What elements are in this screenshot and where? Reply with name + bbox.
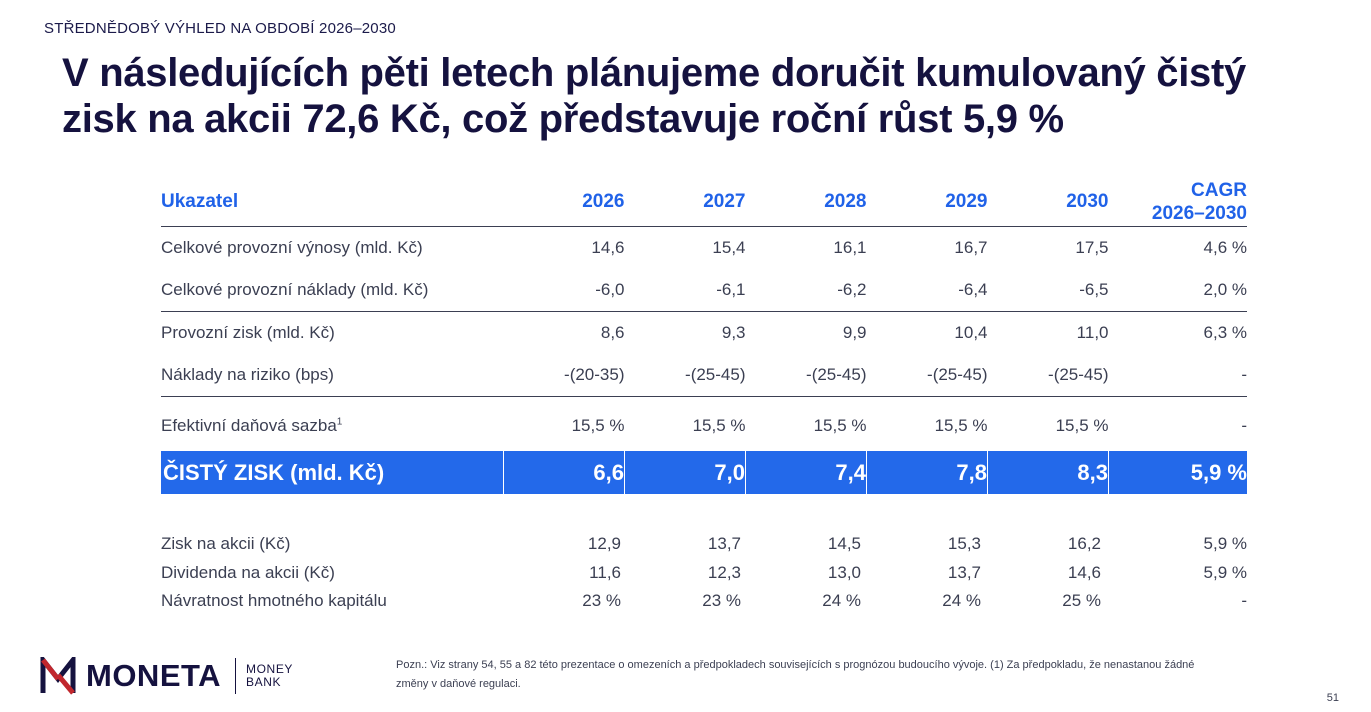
outlook-table: Ukazatel 2026 2027 2028 2029 2030 CAGR 2… [161,178,1247,494]
table-row: Náklady na riziko (bps) -(20-35) -(25-45… [161,354,1247,397]
net-profit-label: ČISTÝ ZISK (mld. Kč) [161,451,504,494]
cell-value: 15,5 % [503,396,625,451]
cell-value: 13,0 [827,562,861,582]
row-label: Celkové provozní výnosy (mld. Kč) [161,238,423,257]
cell-value: 15,4 [712,238,746,257]
header-year-2029: 2029 [866,178,988,227]
header-year-2030: 2030 [987,178,1109,227]
cell-value: -6,5 [1079,280,1109,299]
cell-value: 15,3 [947,534,981,554]
table-row: Provozní zisk (mld. Kč) 8,6 9,3 9,9 10,4… [161,311,1247,354]
logo-subtitle: MONEY BANK [246,663,293,689]
page-number: 51 [1326,692,1339,704]
net-profit-value: 7,4 [745,451,867,494]
cell-value: 12,3 [707,562,741,582]
net-profit-cagr: 5,9 % [1108,451,1247,494]
logo-subtitle-line-2: BANK [246,675,282,689]
page-title-line-2: zisk na akcii 72,6 Kč, což představuje r… [62,97,1064,141]
table-row: Celkové provozní náklady (mld. Kč) -6,0 … [161,269,1247,312]
cell-value: 15,5 % [987,396,1109,451]
moneta-m-icon [40,657,76,695]
cell-value: 23 % [582,591,621,611]
cell-value: -(25-45) [685,365,746,384]
cell-value: 9,9 [745,311,867,354]
cell-value: 15,5 % [624,396,746,451]
cell-value: 8,6 [503,311,625,354]
row-label: Zisk na akcii (Kč) [161,534,291,554]
per-share-table: Zisk na akcii (Kč) 12,9 13,7 14,5 15,3 1… [161,530,1247,616]
header-indicator: Ukazatel [161,178,504,227]
cell-value: 13,7 [947,562,981,582]
cell-value: 17,5 [1075,238,1109,257]
cell-value: 16,1 [833,238,867,257]
cell-value: -(25-45) [1048,365,1109,384]
table-row: Návratnost hmotného kapitálu 23 % 23 % 2… [161,587,1247,616]
footnote-marker: 1 [336,416,343,428]
cell-cagr: - [1241,591,1247,611]
cell-value: 23 % [702,591,741,611]
table-row: Zisk na akcii (Kč) 12,9 13,7 14,5 15,3 1… [161,530,1247,559]
cell-value: 13,7 [707,534,741,554]
net-profit-value: 7,0 [624,451,746,494]
cell-value: 11,0 [987,311,1109,354]
cell-value: 24 % [942,591,981,611]
cell-value: -(20-35) [564,365,625,384]
cell-value: -(25-45) [806,365,867,384]
header-year-2027: 2027 [624,178,746,227]
cell-value: -6,0 [595,280,625,299]
row-label: Návratnost hmotného kapitálu [161,591,387,611]
cell-value: 15,5 % [745,396,867,451]
table-row: Dividenda na akcii (Kč) 11,6 12,3 13,0 1… [161,559,1247,588]
row-label: Efektivní daňová sazba1 [161,396,504,451]
cell-value: 14,6 [1067,562,1101,582]
cell-cagr: 2,0 % [1203,280,1247,299]
table-row: Efektivní daňová sazba1 15,5 % 15,5 % 15… [161,396,1247,451]
net-profit-row: ČISTÝ ZISK (mld. Kč) 6,6 7,0 7,4 7,8 8,3… [161,451,1247,494]
cell-value: 14,6 [591,238,625,257]
cell-value: 16,7 [954,238,988,257]
cell-value: 9,3 [624,311,746,354]
logo-wordmark: MONETA [86,658,222,693]
net-profit-value: 7,8 [866,451,988,494]
cell-cagr: 4,6 % [1203,238,1247,257]
cell-value: 24 % [822,591,861,611]
header-cagr-line-2: 2026–2030 [1151,203,1247,224]
cell-cagr: - [1108,396,1247,451]
cell-cagr: 5,9 % [1203,534,1247,554]
cell-value: -(25-45) [927,365,988,384]
page-title: V následujících pěti letech plánujeme do… [62,50,1322,142]
logo-subtitle-line-1: MONEY [246,662,294,676]
section-label: STŘEDNĚDOBÝ VÝHLED NA OBDOBÍ 2026–2030 [44,20,396,37]
cell-value: 16,2 [1067,534,1101,554]
cell-cagr: - [1241,365,1247,384]
cell-value: -6,2 [837,280,867,299]
cell-cagr: 5,9 % [1203,562,1247,582]
header-cagr: CAGR 2026–2030 [1108,178,1247,227]
cell-value: 10,4 [866,311,988,354]
row-label: Dividenda na akcii (Kč) [161,562,335,582]
row-label: Celkové provozní náklady (mld. Kč) [161,280,429,299]
cell-value: 14,5 [827,534,861,554]
header-cagr-line-1: CAGR [1191,180,1247,201]
cell-value: 11,6 [589,562,621,582]
row-label: Náklady na riziko (bps) [161,365,334,384]
header-year-2026: 2026 [503,178,625,227]
cell-value: -6,1 [716,280,746,299]
footnote: Pozn.: Viz strany 54, 55 a 82 této preze… [396,659,1195,690]
net-profit-value: 6,6 [503,451,625,494]
table-header-row: Ukazatel 2026 2027 2028 2029 2030 CAGR 2… [161,178,1247,227]
cell-cagr: 6,3 % [1108,311,1247,354]
row-label: Provozní zisk (mld. Kč) [161,311,504,354]
cell-value: 12,9 [587,534,621,554]
cell-value: 25 % [1062,591,1101,611]
moneta-logo: MONETA MONEY BANK [40,656,293,696]
table-row: Celkové provozní výnosy (mld. Kč) 14,6 1… [161,227,1247,270]
logo-divider [235,658,237,694]
cell-value: 15,5 % [866,396,988,451]
page-title-line-1: V následujících pěti letech plánujeme do… [62,51,1246,95]
cell-value: -6,4 [958,280,988,299]
net-profit-value: 8,3 [987,451,1109,494]
row-label-text: Efektivní daňová sazba [161,416,337,435]
header-year-2028: 2028 [745,178,867,227]
